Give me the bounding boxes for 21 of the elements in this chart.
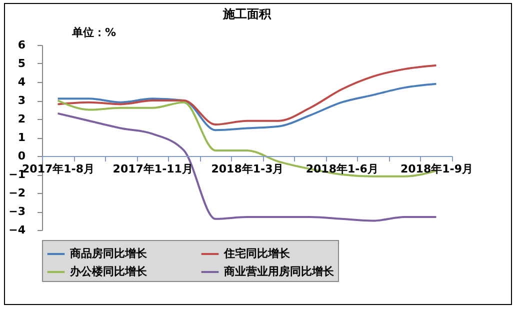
- y-tick-label: 3: [18, 94, 26, 107]
- line-series: [56, 64, 438, 126]
- y-tick-label: 2: [18, 112, 26, 126]
- y-tick-label: −2: [8, 186, 26, 200]
- y-tick-label: 5: [18, 57, 26, 70]
- x-tick-label: 2018年1-9月: [400, 162, 473, 176]
- chart-title: 施工面积: [222, 7, 272, 21]
- legend-label: 住宅同比增长: [223, 247, 291, 260]
- legend-label: 办公楼同比增长: [69, 265, 148, 278]
- legend-label: 商品房同比增长: [69, 247, 148, 260]
- y-tick-label: 4: [18, 76, 26, 88]
- y-tick-label: −3: [8, 205, 26, 218]
- x-tick-label: 2018年1-3月: [211, 162, 284, 176]
- y-tick-label: 6: [18, 38, 26, 52]
- legend-label: 商业营业用房同比增长: [223, 265, 335, 278]
- y-tick-label: 0: [18, 150, 26, 162]
- y-tick-label: −4: [8, 224, 26, 236]
- text: 单位：%: [71, 26, 116, 39]
- x-tick-label: 2017年1-11月: [112, 162, 193, 176]
- y-tick-label: 1: [18, 131, 26, 144]
- line-series: [56, 82, 438, 132]
